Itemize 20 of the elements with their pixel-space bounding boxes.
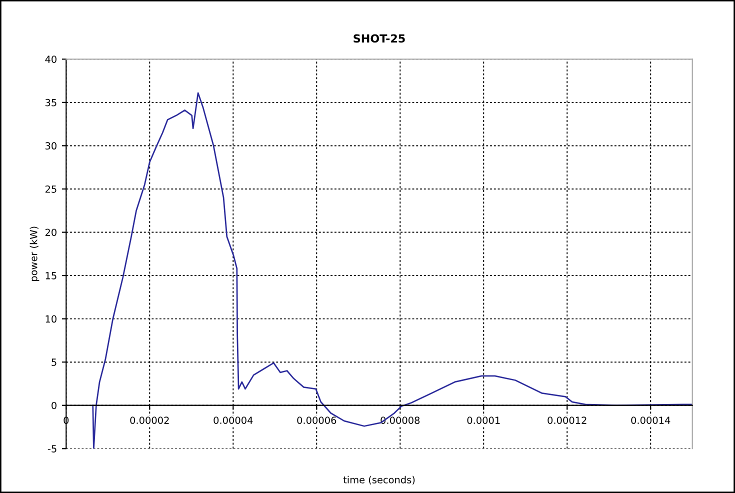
y-tick-label: 15 [46, 272, 56, 280]
y-tick-label: 35 [45, 98, 56, 106]
x-tick-label: 0.00012 [548, 416, 586, 424]
y-tick-label: 40 [45, 56, 56, 63]
y-tick-label: -5 [48, 445, 56, 452]
x-tick-label: 0.00002 [130, 416, 169, 424]
y-tick-label: 25 [45, 185, 56, 193]
chart-title: SHOT-25 [354, 34, 405, 43]
y-tick-label: 30 [45, 142, 56, 150]
x-tick-label: 0.00014 [631, 416, 670, 424]
x-axis-title: time (seconds) [343, 476, 415, 485]
x-tick-label: 0.00004 [214, 416, 253, 424]
y-tick-label: 5 [52, 358, 56, 366]
y-tick-label: 10 [46, 315, 56, 323]
x-tick-label: 0.0001 [467, 416, 500, 424]
y-axis-title: power (kW) [30, 226, 40, 281]
y-tick-label: 0 [52, 402, 56, 410]
x-tick-label: 0.00006 [297, 416, 336, 424]
line-series [92, 92, 692, 449]
y-tick-label: 20 [45, 228, 56, 236]
